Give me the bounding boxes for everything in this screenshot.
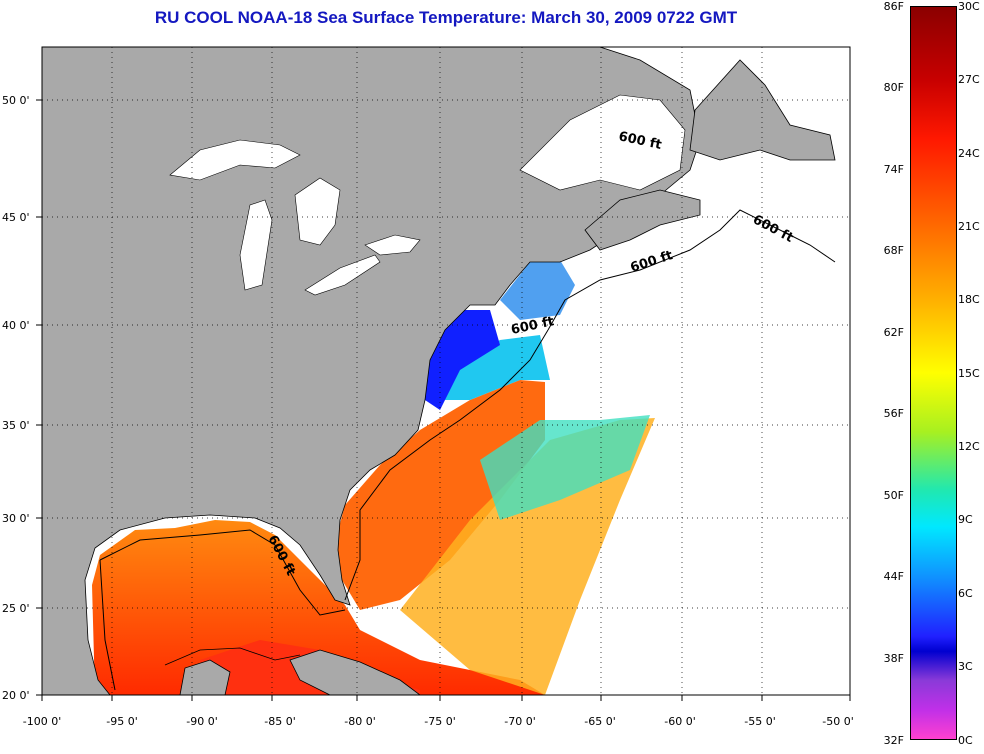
celsius-label: 9C xyxy=(958,513,973,526)
celsius-label: 21C xyxy=(958,220,980,233)
st-lawrence-gulf xyxy=(519,94,686,191)
map-title: RU COOL NOAA-18 Sea Surface Temperature:… xyxy=(154,8,738,27)
y-tick-label: 30 0' xyxy=(2,512,30,525)
contour-600ft-gulf-deep xyxy=(164,647,301,666)
plot-frame xyxy=(41,46,851,696)
y-axis xyxy=(36,99,42,696)
celsius-label: 6C xyxy=(958,587,973,600)
x-tick-label: -55 0' xyxy=(744,715,776,728)
x-tick-label: -85 0' xyxy=(264,715,296,728)
sst-gulf-of-mexico xyxy=(92,520,545,695)
y-tick-label: 50 0' xyxy=(2,94,30,107)
y-tick-label: 40 0' xyxy=(2,319,30,332)
celsius-label: 24C xyxy=(958,147,980,160)
celsius-label: 18C xyxy=(958,293,980,306)
fahrenheit-label: 80F xyxy=(883,81,904,94)
cuba-land xyxy=(289,649,421,695)
x-tick-label: -70 0' xyxy=(504,715,536,728)
nova-scotia-land xyxy=(584,189,701,251)
yucatan-land xyxy=(179,659,231,695)
gridlines xyxy=(42,47,850,695)
celsius-label: 0C xyxy=(958,734,973,747)
lake-ontario xyxy=(364,234,421,256)
lake-erie xyxy=(304,254,381,296)
celsius-label: 27C xyxy=(958,73,980,86)
x-tick-label: -60 0' xyxy=(664,715,696,728)
y-tick-label: 20 0' xyxy=(2,689,30,702)
fahrenheit-label: 56F xyxy=(883,407,904,420)
x-tick-label: -75 0' xyxy=(424,715,456,728)
colorbar: 86F 80F 74F 68F 62F 56F 50F 44F 38F 32F … xyxy=(870,0,984,754)
celsius-label: 3C xyxy=(958,660,973,673)
celsius-label: 15C xyxy=(958,367,980,380)
lake-huron xyxy=(294,177,341,246)
y-tick-label: 35 0' xyxy=(2,419,30,432)
fahrenheit-label: 74F xyxy=(883,163,904,176)
fahrenheit-label: 86F xyxy=(883,0,904,13)
x-tick-label: -65 0' xyxy=(584,715,616,728)
sst-slope-water xyxy=(480,415,650,520)
x-tick-label: -80 0' xyxy=(344,715,376,728)
x-tick-label: -95 0' xyxy=(106,715,138,728)
newfoundland-land xyxy=(689,59,836,161)
contour-600ft-south xyxy=(99,329,549,691)
colorbar-gradient xyxy=(910,6,957,740)
fahrenheit-label: 44F xyxy=(883,570,904,583)
x-tick-label: -90 0' xyxy=(186,715,218,728)
fahrenheit-label: 50F xyxy=(883,489,904,502)
contour-600ft-north xyxy=(547,209,836,331)
x-tick-label: -50 0' xyxy=(822,715,854,728)
sst-map: 600 ft 600 ft 600 ft 600 ft 600 ft -100 … xyxy=(2,46,854,728)
celsius-label: 12C xyxy=(958,440,980,453)
y-tick-label: 25 0' xyxy=(2,602,30,615)
fahrenheit-label: 68F xyxy=(883,244,904,257)
fahrenheit-label: 32F xyxy=(883,734,904,747)
x-axis xyxy=(41,695,851,701)
fahrenheit-label: 62F xyxy=(883,326,904,339)
fahrenheit-label: 38F xyxy=(883,652,904,665)
celsius-label: 30C xyxy=(958,0,980,13)
sst-shelf-cool xyxy=(430,335,550,400)
sst-gulf-of-maine xyxy=(500,260,575,320)
sst-gulf-stream xyxy=(330,380,545,610)
sst-atlantic-mixed xyxy=(400,418,655,695)
x-tick-label: -100 0' xyxy=(23,715,61,728)
lake-superior xyxy=(169,139,301,181)
lake-michigan xyxy=(239,199,273,291)
y-tick-label: 45 0' xyxy=(2,211,30,224)
